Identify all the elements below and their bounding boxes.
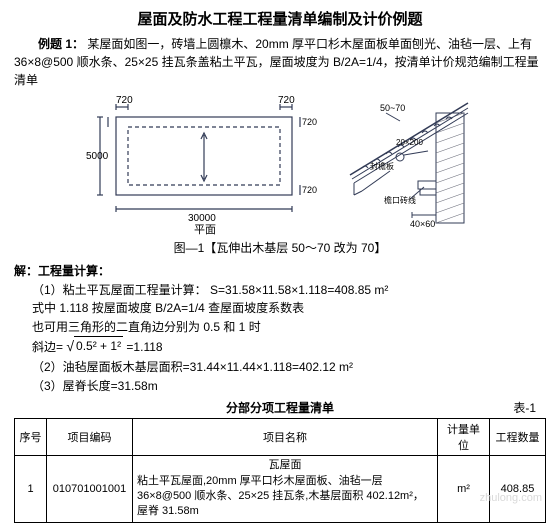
dim-bottom: 30000 [188,213,216,224]
td-seq: 1 [15,456,47,523]
sec-note3: 檐口砖线 [384,195,416,205]
problem-body: 某屋面如图一，砖墙上圆檩木、20mm 厚平口杉木屋面板单面刨光、油毡一层、上有 … [14,37,539,87]
table-number: 表-1 [513,399,536,416]
problem-paragraph: 例题 1： 某屋面如图一，砖墙上圆檩木、20mm 厚平口杉木屋面板单面刨光、油毡… [14,35,546,89]
page-title: 屋面及防水工程工程量清单编制及计价例题 [14,8,546,29]
sec-dim-top: 50~70 [380,103,405,113]
calc-header: 解：工程量计算： [14,262,546,281]
th-name: 项目名称 [133,419,438,456]
th-unit: 计量单位 [438,419,490,456]
dim-top-left: 720 [116,95,133,106]
sqrt-expr: √ 0.5² + 1² [66,336,123,358]
watermark: zhulong.com [480,492,542,504]
section-view: 50~70 20×200 封檐板 檐口砖线 40×60 [340,95,480,235]
td-name-desc: 粘土平瓦屋面,20mm 厚平口杉木屋面板、油毡一层 36×8@500 顺水条、2… [137,474,433,520]
td-name-title: 瓦屋面 [137,458,433,473]
dim-side-r2: 720 [302,185,317,195]
figure-caption: 图—1【瓦伸出木基层 50～70 改为 70】 [14,239,546,256]
plan-svg: 5000 720 720 30000 720 720 平面 [80,95,320,235]
td-name: 瓦屋面 粘土平瓦屋面,20mm 厚平口杉木屋面板、油毡一层 36×8@500 顺… [133,456,438,523]
problem-label: 例题 1： [38,37,84,51]
td-qty: 408.85 [490,456,546,523]
calc-line1: （1）粘土平瓦屋面工程量计算： S=31.58×11.58×1.118=408.… [32,281,546,300]
table-row: 1 010701001001 瓦屋面 粘土平瓦屋面,20mm 厚平口杉木屋面板、… [15,456,546,523]
boq-table: 序号 项目编码 项目名称 计量单位 工程数量 1 010701001001 瓦屋… [14,418,546,523]
dim-side-r1: 720 [302,117,317,127]
td-unit: m² [438,456,490,523]
table-title-text: 分部分项工程量清单 [226,401,334,415]
calculation-block: 解：工程量计算： （1）粘土平瓦屋面工程量计算： S=31.58×11.58×1… [14,262,546,395]
table-header-row: 序号 项目编码 项目名称 计量单位 工程数量 [15,419,546,456]
sqrt-result: =1.118 [126,340,162,354]
calc-line2: 式中 1.118 按屋面坡度 B/2A=1/4 查屋面坡度系数表 [32,299,546,318]
calc-line4: （2）油毡屋面板木基层面积=31.44×11.44×1.118=402.12 m… [32,358,546,377]
calc-line3: 也可用三角形的二直角边分别为 0.5 和 1 时 [32,318,546,337]
table-title: 分部分项工程量清单 表-1 [14,399,546,416]
slant-label: 斜边= [32,340,63,354]
diagram-area: 5000 720 720 30000 720 720 平面 [14,95,546,235]
sqrt-sign-icon: √ [66,336,74,358]
plan-view: 5000 720 720 30000 720 720 平面 [80,95,320,235]
calc-line5: （3）屋脊长度=31.58m [32,377,546,396]
th-code: 项目编码 [47,419,133,456]
dim-top-right: 720 [278,95,295,106]
sec-dim-bottom: 40×60 [410,219,435,229]
plan-label: 平面 [194,224,216,235]
calc-slant: 斜边= √ 0.5² + 1² =1.118 [32,336,546,358]
th-qty: 工程数量 [490,419,546,456]
th-seq: 序号 [15,419,47,456]
sec-note2: 封檐板 [370,161,394,171]
sqrt-body: 0.5² + 1² [74,336,123,356]
sec-note1: 20×200 [396,138,423,147]
td-code: 010701001001 [47,456,133,523]
dim-left: 5000 [86,151,109,162]
section-svg: 50~70 20×200 封檐板 檐口砖线 40×60 [340,95,480,235]
